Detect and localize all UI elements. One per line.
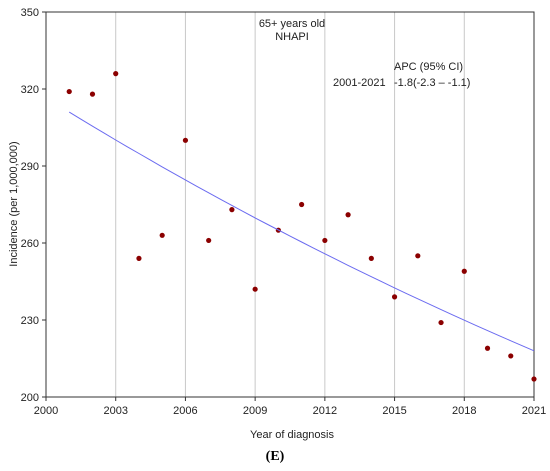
x-tick-label: 2012	[313, 405, 337, 417]
y-tick-labels: 200 230 260 290 320 350	[21, 7, 39, 404]
y-tick-label: 290	[21, 161, 39, 173]
y-axis-title: Incidence (per 1,000,000)	[8, 141, 20, 266]
x-tick-label: 2003	[103, 405, 127, 417]
data-point	[252, 286, 258, 292]
data-point	[508, 353, 514, 359]
data-point	[438, 319, 444, 326]
data-point	[484, 345, 491, 351]
data-point	[415, 253, 421, 259]
data-point	[368, 255, 374, 261]
data-point	[159, 232, 165, 238]
y-tick-label: 260	[21, 238, 39, 250]
y-tick-label: 350	[21, 7, 39, 19]
gridlines	[115, 12, 465, 397]
data-point	[531, 376, 537, 382]
data-point	[345, 212, 351, 218]
apc-period: 2001-2021	[333, 77, 386, 89]
data-points	[66, 71, 537, 382]
data-point	[113, 71, 119, 77]
data-point	[299, 201, 305, 208]
apc-value: -1.8(-2.3 – -1.1)	[394, 77, 470, 89]
data-point	[89, 91, 96, 97]
data-point	[66, 88, 72, 95]
y-tick-label: 320	[21, 84, 39, 96]
x-tick-label: 2015	[382, 405, 406, 417]
data-point	[206, 237, 212, 244]
axis-ticks	[42, 11, 535, 401]
x-tick-label: 2018	[452, 405, 476, 417]
data-point	[391, 294, 398, 300]
x-tick-labels: 2000 2003 2006 2009 2012 2015 2018 2021	[34, 405, 546, 417]
data-point	[322, 237, 328, 244]
x-tick-label: 2021	[522, 405, 546, 417]
x-tick-label: 2006	[173, 405, 197, 417]
y-tick-label: 200	[21, 392, 39, 404]
data-point	[229, 207, 235, 213]
apc-header: APC (95% CI)	[394, 61, 463, 73]
trend-line	[68, 111, 535, 352]
plot-area	[45, 11, 535, 398]
x-tick-label: 2009	[243, 405, 267, 417]
data-point	[182, 137, 189, 143]
y-tick-label: 230	[21, 315, 39, 327]
chart-subtitle: NHAPI	[275, 31, 309, 43]
x-tick-label: 2000	[34, 405, 58, 417]
chart-title: 65+ years old	[259, 18, 325, 30]
data-point	[461, 268, 467, 274]
data-point	[136, 255, 142, 261]
panel-label: (E)	[265, 449, 285, 464]
x-axis-title: Year of diagnosis	[250, 429, 334, 441]
